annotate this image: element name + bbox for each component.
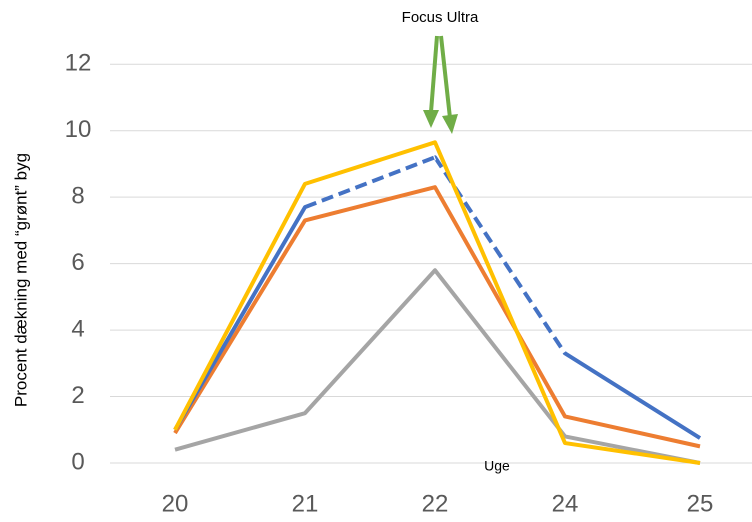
arrow-shaft [439, 35, 452, 119]
arrow-shaft [429, 35, 439, 113]
dash-gaps [303, 154, 437, 210]
series-line [173, 155, 702, 440]
dash-gaps [432, 155, 568, 355]
y-axis-label: Procent dækning med “grønt” byg [11, 153, 30, 407]
x-tick-label: 24 [552, 490, 579, 517]
y-tick-label: 2 [71, 382, 84, 409]
y-tick-label: 8 [71, 182, 84, 209]
arrow-head [423, 110, 439, 128]
annotation-arrows [423, 35, 458, 134]
series-line [174, 268, 701, 465]
arrow-head [442, 114, 458, 134]
y-tick-label: 12 [65, 50, 92, 77]
x-tick-label: 21 [292, 490, 319, 517]
x-tick-label: 25 [687, 490, 714, 517]
annotation: Focus Ultra [402, 9, 479, 26]
y-tick-label: 0 [71, 448, 84, 475]
series-line [173, 140, 701, 465]
y-tick-label: 4 [71, 315, 84, 342]
x-tick-label: 22 [422, 490, 449, 517]
x-tick-label: 20 [162, 490, 189, 517]
series-line [173, 185, 701, 449]
y-tick-label: 10 [65, 116, 92, 143]
x-axis-label: Uge [484, 458, 510, 474]
y-tick-label: 6 [71, 249, 84, 276]
